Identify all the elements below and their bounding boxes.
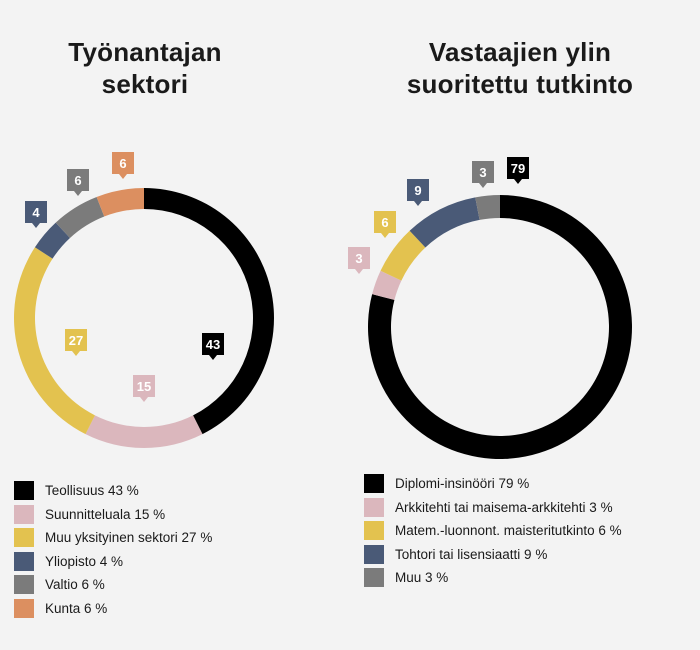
legend-label: Teollisuus 43 % <box>45 483 139 499</box>
data-label-text: 6 <box>74 173 81 188</box>
legend-label: Tohtori tai lisensiaatti 9 % <box>395 546 548 562</box>
data-label: 6 <box>374 211 396 238</box>
data-label-text: 15 <box>137 379 151 394</box>
legend-swatch <box>14 551 34 571</box>
legend-item: Arkkitehti tai maisema-arkkitehti 3 % <box>364 496 622 520</box>
legend-item: Kunta 6 % <box>14 597 212 621</box>
chart-title-line: Työnantajan <box>68 37 222 67</box>
legend-item: Teollisuus 43 % <box>14 479 212 503</box>
legend-label: Arkkitehti tai maisema-arkkitehti 3 % <box>395 499 613 515</box>
chart-title-line: Vastaajien ylin <box>428 37 612 67</box>
data-label: 4 <box>25 201 47 228</box>
legend-swatch <box>14 598 34 618</box>
legend-item: Muu 3 % <box>364 566 622 590</box>
data-label: 6 <box>67 169 89 196</box>
legend-label: Kunta 6 % <box>45 600 108 616</box>
data-label: 79 <box>507 157 529 184</box>
legend-label: Diplomi-insinööri 79 % <box>395 476 530 492</box>
legend-swatch <box>364 521 384 541</box>
legend-swatch <box>364 544 384 564</box>
data-label-text: 6 <box>381 215 388 230</box>
legend-swatch <box>364 497 384 517</box>
chart-title: Työnantajan sektori <box>0 36 290 100</box>
legend-item: Matem.-luonnont. maisteritutkinto 6 % <box>364 519 622 543</box>
legend-label: Muu 3 % <box>395 570 449 586</box>
chart-legend: Teollisuus 43 % Suunnitteluala 15 % Muu yk… <box>14 479 212 620</box>
legend-item: Valtio 6 % <box>14 573 212 597</box>
legend-label: Yliopisto 4 % <box>45 553 124 569</box>
donut-slice <box>372 270 402 300</box>
donut-slice <box>380 230 426 281</box>
legend-swatch <box>14 528 34 548</box>
legend-swatch <box>364 474 384 494</box>
chart-title-line: sektori <box>101 69 189 99</box>
data-label: 15 <box>133 375 155 402</box>
legend-label: Matem.-luonnont. maisteritutkinto 6 % <box>395 523 622 539</box>
donut-slice <box>144 188 275 435</box>
legend-item: Suunnitteluala 15 % <box>14 503 212 527</box>
data-label: 27 <box>65 329 87 356</box>
legend-label: Muu yksityinen sektori 27 % <box>45 530 213 546</box>
donut-slice <box>14 247 95 435</box>
legend-swatch <box>14 481 34 501</box>
data-label-text: 3 <box>479 165 486 180</box>
donut-slice <box>475 195 500 220</box>
data-label-text: 6 <box>119 156 126 171</box>
data-label-text: 3 <box>355 251 362 266</box>
data-label-text: 27 <box>69 333 83 348</box>
data-label-text: 79 <box>511 161 525 176</box>
employer-sector-panel: Työnantajan sektori 43 15 27 4 6 6 Teollisuus… <box>0 0 290 650</box>
donut-slice <box>409 197 480 248</box>
data-label: 43 <box>202 333 224 360</box>
chart-legend: Diplomi-insinööri 79 % Arkkitehti tai mai… <box>364 472 622 590</box>
legend-swatch <box>364 568 384 588</box>
legend-swatch <box>14 504 34 524</box>
legend-label: Valtio 6 % <box>45 577 105 593</box>
data-label: 6 <box>112 152 134 179</box>
data-label-text: 43 <box>206 337 220 352</box>
donut-slice <box>85 415 203 449</box>
donut-slice <box>34 222 70 259</box>
data-label: 3 <box>348 247 370 274</box>
legend-item: Yliopisto 4 % <box>14 550 212 574</box>
donut-chart: 79 3 6 9 3 <box>348 157 632 459</box>
legend-item: Diplomi-insinööri 79 % <box>364 472 622 496</box>
legend-swatch <box>14 575 34 595</box>
legend-label: Suunnitteluala 15 % <box>45 506 166 522</box>
chart-title-line: suoritettu tutkinto <box>406 69 634 99</box>
data-label: 3 <box>472 161 494 188</box>
legend-item: Muu yksityinen sektori 27 % <box>14 526 212 550</box>
data-label-text: 9 <box>414 183 421 198</box>
data-label-text: 4 <box>32 205 40 220</box>
donut-slice <box>96 188 144 217</box>
degree-panel: Vastaajien ylin suoritettu tutkinto 79 3 6… <box>340 0 700 650</box>
donut-chart: 43 15 27 4 6 6 <box>14 152 275 449</box>
data-label: 9 <box>407 179 429 206</box>
donut-slice <box>55 196 105 238</box>
chart-title: Vastaajien ylin suoritettu tutkinto <box>340 36 700 100</box>
legend-item: Tohtori tai lisensiaatti 9 % <box>364 543 622 567</box>
